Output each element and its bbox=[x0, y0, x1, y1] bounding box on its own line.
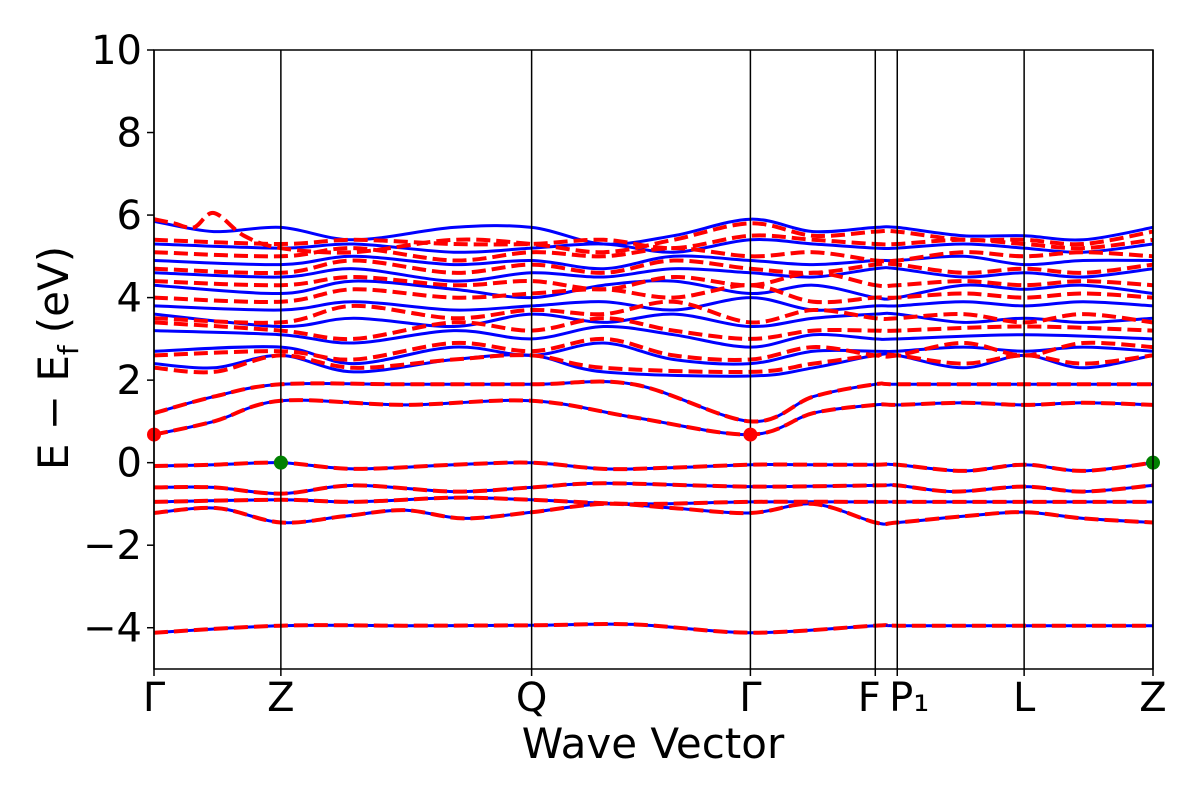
spin-down-band-12 bbox=[154, 270, 1153, 292]
x-tick-label-1: Z bbox=[267, 675, 294, 721]
spin-down-band-7 bbox=[154, 352, 1153, 375]
y-tick-label-2: 6 bbox=[117, 193, 142, 239]
x-axis-ticks: Γ Z Q Γ F P₁ L Z bbox=[143, 669, 1167, 721]
spin-down-band-9 bbox=[154, 316, 1153, 342]
plot-frame bbox=[153, 49, 1154, 670]
y-tick-label-4: 2 bbox=[117, 358, 142, 404]
spin-down-band-8 bbox=[154, 336, 1153, 362]
y-axis-label-main: E − E bbox=[29, 355, 78, 470]
spin-down-band-1 bbox=[154, 501, 1153, 527]
bands-layer bbox=[154, 210, 1153, 635]
x-tick-label-2: Q bbox=[516, 675, 547, 721]
x-tick-label-6: L bbox=[1013, 675, 1036, 721]
x-tick-label-3: Γ bbox=[739, 675, 762, 721]
cbm-marker-3 bbox=[743, 427, 758, 442]
spin-down-band-5 bbox=[154, 398, 1153, 437]
spin-down-band-0 bbox=[154, 622, 1153, 635]
y-tick-label-1: 8 bbox=[117, 111, 142, 157]
spin-up-band-11 bbox=[154, 296, 1153, 312]
spin-down-band-10 bbox=[154, 299, 1153, 325]
y-tick-label-5: 0 bbox=[117, 441, 142, 487]
y-tick-label-3: 4 bbox=[117, 276, 142, 322]
y-tick-label-6: −2 bbox=[83, 523, 142, 569]
spin-down-band-4 bbox=[154, 460, 1153, 473]
x-axis-label: Wave Vector bbox=[522, 719, 785, 768]
spin-up-band-13 bbox=[154, 266, 1153, 283]
y-axis-label-unit: (eV) bbox=[29, 246, 78, 333]
y-axis-ticks: 10 8 6 4 2 0 −2 −4 bbox=[83, 28, 154, 652]
spin-up-band-14 bbox=[154, 254, 1153, 271]
spin-up-band-16 bbox=[154, 217, 1153, 246]
x-tick-label-4: F bbox=[858, 675, 881, 721]
y-tick-label-7: −4 bbox=[83, 606, 142, 652]
y-axis-label-subscript: f bbox=[52, 344, 85, 355]
spin-down-band-3 bbox=[154, 481, 1153, 496]
x-tick-label-7: Z bbox=[1139, 675, 1166, 721]
spin-down-band-13 bbox=[154, 258, 1153, 276]
y-axis-label: E − Ef (eV) bbox=[29, 246, 85, 470]
y-tick-label-0: 10 bbox=[91, 28, 142, 74]
x-tick-label-0: Γ bbox=[143, 675, 166, 721]
spin-up-band-15 bbox=[154, 238, 1153, 254]
spin-down-band-14 bbox=[154, 246, 1153, 264]
x-tick-label-5: P₁ bbox=[889, 675, 929, 721]
spin-down-band-6 bbox=[154, 379, 1153, 424]
spin-down-band-16 bbox=[154, 210, 1153, 255]
spin-up-band-9 bbox=[154, 324, 1153, 349]
spin-down-band-2 bbox=[154, 495, 1153, 506]
spin-down-band-11 bbox=[154, 283, 1153, 305]
vbm-marker-0 bbox=[273, 455, 288, 470]
